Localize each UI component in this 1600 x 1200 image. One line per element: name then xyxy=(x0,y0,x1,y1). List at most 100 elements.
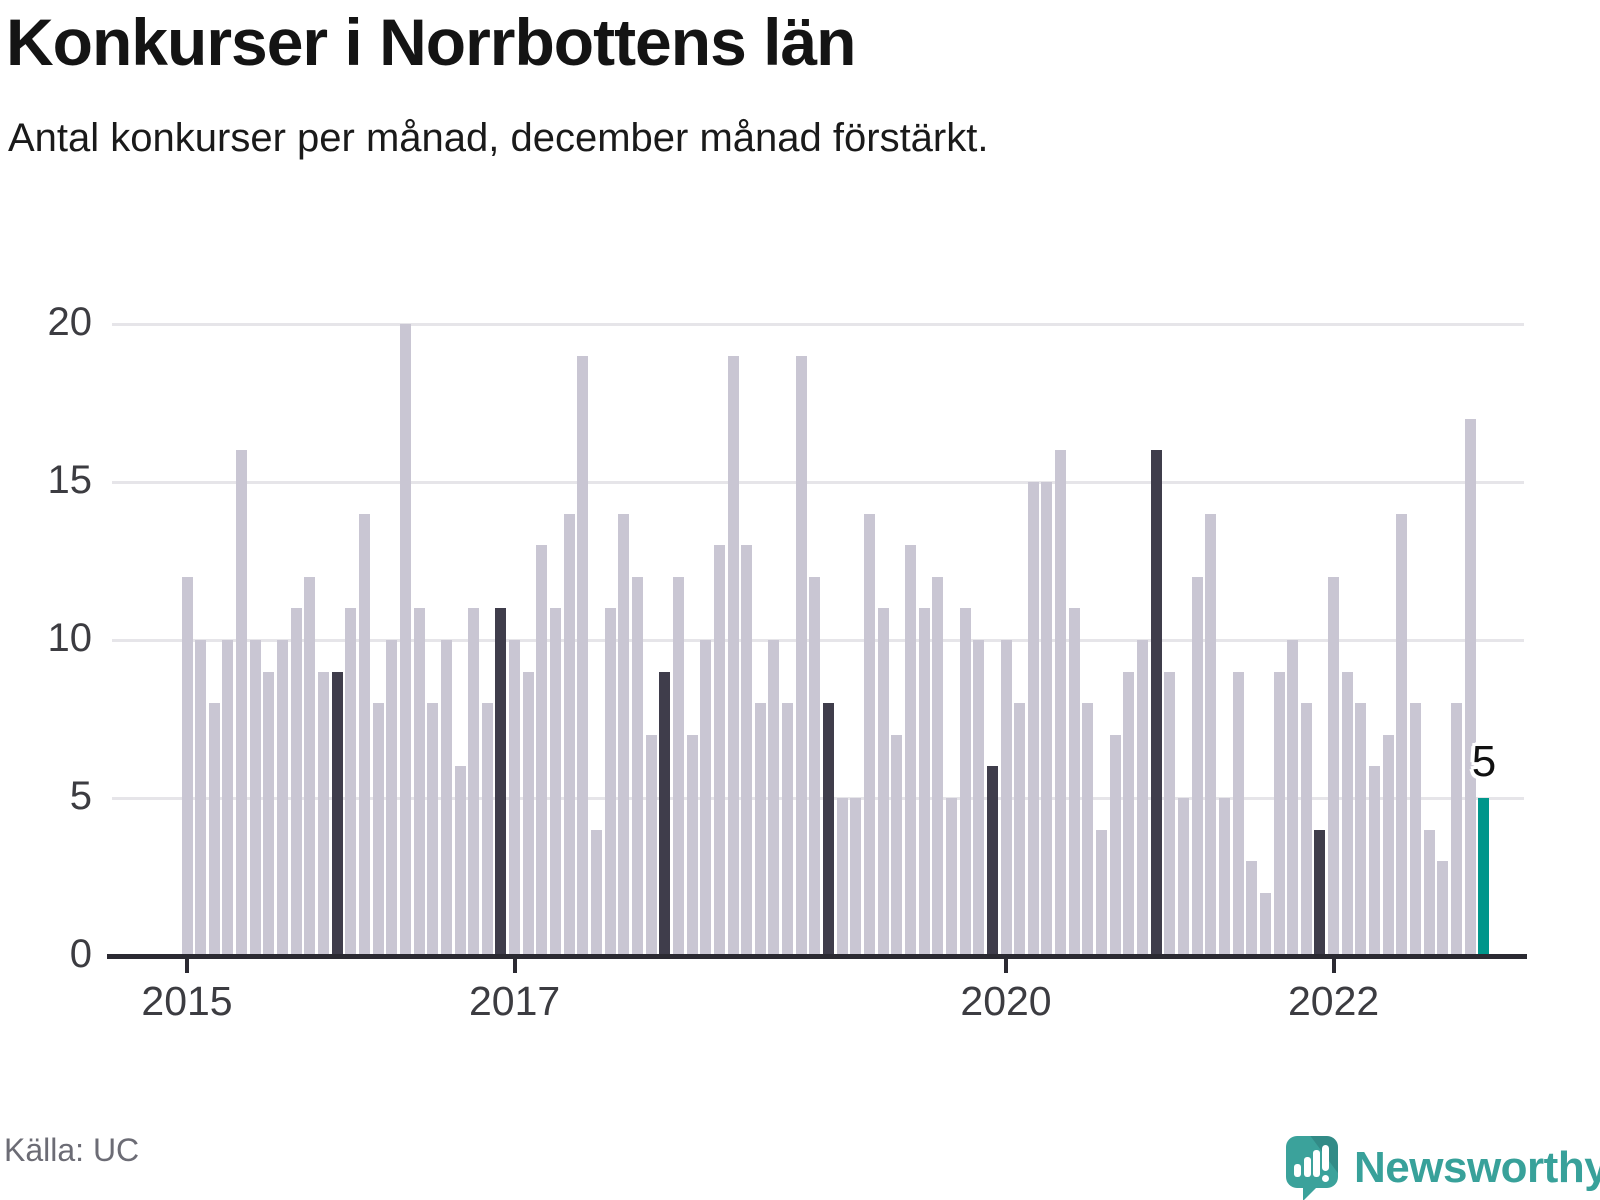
bar-2020-07 xyxy=(1082,703,1094,956)
bar-2021-03 xyxy=(1191,576,1203,956)
source-note: Källa: UC xyxy=(4,1132,140,1168)
bar-2017-04 xyxy=(550,608,562,956)
bar-2018-10 xyxy=(795,355,807,956)
bar-2017-12 xyxy=(659,671,671,956)
bar-2015-11 xyxy=(318,671,329,956)
x-axis-tick-2015 xyxy=(185,959,189,973)
bar-2016-06 xyxy=(413,608,425,956)
bar-2018-03 xyxy=(700,640,712,956)
bar-2021-07 xyxy=(1246,861,1258,956)
bar-2015-07 xyxy=(263,671,275,956)
bar-2022-08 xyxy=(1423,829,1435,956)
bar-2017-06 xyxy=(577,355,589,956)
bar-2019-05 xyxy=(891,734,903,956)
x-axis-tick-2020 xyxy=(1004,959,1008,973)
y-axis-label-10: 10 xyxy=(47,616,93,660)
bar-2022-02 xyxy=(1341,671,1353,956)
bar-2019-01 xyxy=(836,798,848,956)
bar-2018-02 xyxy=(686,734,698,956)
bar-2018-07 xyxy=(754,703,766,956)
bar-2020-11 xyxy=(1137,640,1148,956)
x-axis-tick-2017 xyxy=(512,959,517,973)
bar-2019-12 xyxy=(986,766,998,956)
bar-2016-07 xyxy=(427,703,439,956)
bar-2015-03 xyxy=(208,703,220,956)
bar-2015-04 xyxy=(222,640,234,956)
bar-2017-07 xyxy=(591,829,602,956)
bar-2019-02 xyxy=(850,798,862,956)
bar-2017-01 xyxy=(509,640,521,956)
bar-2017-03 xyxy=(536,545,548,956)
bar-2021-04 xyxy=(1205,513,1217,956)
bar-2020-04 xyxy=(1041,482,1053,956)
bar-2018-01 xyxy=(672,576,684,956)
bar-2020-02 xyxy=(1014,703,1026,956)
bar-2019-08 xyxy=(932,576,944,956)
bar-2017-05 xyxy=(563,513,575,956)
bar-2019-10 xyxy=(959,608,971,956)
bar-2015-12 xyxy=(331,671,343,956)
x-axis-label-2020: 2020 xyxy=(960,978,1052,1024)
gridline-y-20 xyxy=(112,322,1524,326)
bar-2020-05 xyxy=(1055,450,1067,956)
bar-2021-01 xyxy=(1164,671,1176,956)
bar-2019-03 xyxy=(864,513,875,956)
bar-2022-06 xyxy=(1396,513,1408,956)
newsworthy-wordmark: Newsworthy xyxy=(1354,1143,1600,1192)
bar-2019-09 xyxy=(945,798,957,956)
bar-2017-02 xyxy=(522,671,534,956)
bar-2022-10 xyxy=(1450,703,1462,956)
newsworthy-logo: Newsworthy xyxy=(1286,1136,1600,1200)
bar-2020-08 xyxy=(1096,829,1108,956)
bar-2016-04 xyxy=(386,640,398,956)
bar-2018-04 xyxy=(713,545,725,956)
bar-2017-09 xyxy=(618,513,630,956)
x-axis-label-2015: 2015 xyxy=(141,978,233,1024)
bar-2019-07 xyxy=(918,608,930,956)
bar-2018-09 xyxy=(782,703,794,956)
bar-2020-10 xyxy=(1123,671,1135,956)
bar-2017-11 xyxy=(645,734,657,956)
bar-2016-11 xyxy=(481,703,493,956)
page-title: Konkurser i Norrbottens län xyxy=(6,5,856,79)
bar-2016-01 xyxy=(345,608,357,956)
bar-2016-05 xyxy=(399,324,411,956)
bar-2021-05 xyxy=(1218,798,1230,956)
bar-2015-08 xyxy=(277,640,289,956)
bar-2016-09 xyxy=(454,766,466,956)
y-axis-label-5: 5 xyxy=(69,774,92,818)
bar-2019-06 xyxy=(904,545,916,956)
x-axis-tick-2022 xyxy=(1331,959,1336,973)
bar-2018-12 xyxy=(823,703,835,956)
bar-2021-09 xyxy=(1273,671,1285,956)
y-axis-label-0: 0 xyxy=(69,932,92,976)
bar-2018-11 xyxy=(809,576,821,956)
bar-2016-03 xyxy=(372,703,384,956)
bar-2015-09 xyxy=(290,608,302,956)
bar-2015-10 xyxy=(304,576,316,956)
bar-2022-12 xyxy=(1478,798,1490,956)
bar-2020-01 xyxy=(1000,640,1012,956)
bar-2018-05 xyxy=(727,355,739,956)
bar-2018-06 xyxy=(741,545,753,956)
bar-2021-08 xyxy=(1259,892,1271,956)
bar-2020-09 xyxy=(1109,734,1121,956)
bar-2021-10 xyxy=(1287,640,1299,956)
bar-2022-01 xyxy=(1328,576,1340,956)
bar-2016-02 xyxy=(358,513,370,956)
bar-2015-05 xyxy=(236,450,248,956)
y-axis-label-15: 15 xyxy=(47,458,93,502)
bar-2021-11 xyxy=(1300,703,1312,956)
bar-2020-03 xyxy=(1027,482,1039,956)
x-axis-line xyxy=(107,954,1527,959)
bar-2015-06 xyxy=(249,640,261,956)
bar-2022-03 xyxy=(1355,703,1367,956)
x-axis-label-2022: 2022 xyxy=(1287,978,1380,1024)
bar-2017-08 xyxy=(604,608,616,956)
bar-2016-12 xyxy=(495,608,507,956)
newsworthy-bubble-chart-icon xyxy=(1286,1136,1340,1200)
bar-2017-10 xyxy=(631,576,643,956)
bar-2022-11 xyxy=(1464,418,1476,956)
bar-2016-08 xyxy=(440,640,452,956)
